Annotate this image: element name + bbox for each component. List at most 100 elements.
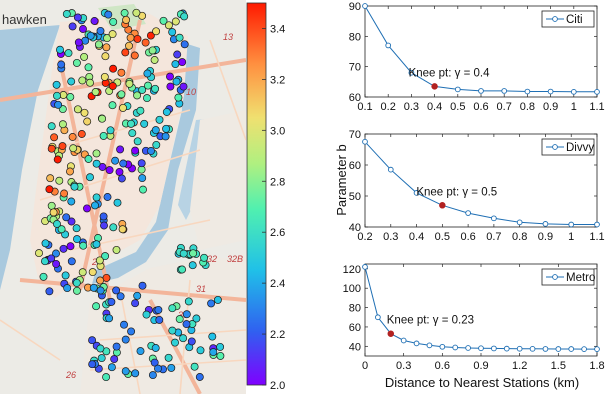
station-marker bbox=[47, 144, 56, 153]
station-marker bbox=[61, 271, 70, 280]
data-point bbox=[362, 264, 368, 270]
station-marker bbox=[67, 257, 76, 266]
station-marker bbox=[78, 76, 87, 85]
station-marker bbox=[168, 28, 177, 37]
y-tick-label: 120 bbox=[343, 264, 361, 276]
station-marker bbox=[120, 9, 129, 17]
knee-annotation: Knee pt: γ = 0.4 bbox=[409, 67, 490, 79]
station-marker bbox=[108, 82, 117, 91]
y-tick-label: 60 bbox=[349, 160, 361, 172]
station-marker bbox=[132, 8, 141, 17]
station-marker bbox=[138, 85, 147, 94]
station-marker bbox=[70, 182, 79, 191]
station-marker bbox=[189, 249, 198, 258]
data-point bbox=[542, 221, 549, 227]
shared-y-axis-label: Parameter b bbox=[334, 144, 349, 216]
colorbar: 3.4 3.2 3.0 2.8 2.6 2.4 2.2 2.0 bbox=[246, 2, 285, 392]
x-tick-label: 0.2 bbox=[381, 101, 396, 113]
station-marker bbox=[137, 159, 146, 168]
station-marker bbox=[133, 291, 142, 300]
x-tick-label: 0 bbox=[362, 360, 368, 372]
x-tick-label: 1.2 bbox=[512, 360, 527, 372]
data-point bbox=[426, 342, 433, 349]
station-marker bbox=[131, 299, 140, 308]
station-marker bbox=[39, 272, 48, 281]
x-tick-label: 0.9 bbox=[543, 101, 558, 113]
shared-x-axis-label: Distance to Nearest Stations (km) bbox=[385, 375, 579, 390]
data-point bbox=[491, 345, 497, 352]
station-marker bbox=[117, 174, 126, 183]
station-marker bbox=[125, 41, 133, 50]
station-marker bbox=[62, 213, 71, 222]
data-point bbox=[568, 346, 575, 352]
station-marker bbox=[59, 91, 68, 99]
legend-label: Metro bbox=[566, 272, 595, 284]
station-marker bbox=[179, 82, 188, 91]
station-marker bbox=[112, 286, 121, 295]
station-marker bbox=[131, 369, 140, 378]
legend-label: Divvy bbox=[566, 142, 594, 154]
legend-box bbox=[541, 10, 595, 28]
data-point bbox=[400, 337, 407, 344]
data-point bbox=[362, 3, 368, 9]
colorbar-tick-label: 3.4 bbox=[270, 23, 285, 35]
station-marker bbox=[141, 38, 150, 47]
station-marker bbox=[47, 254, 56, 263]
station-marker bbox=[80, 52, 89, 61]
station-marker bbox=[66, 167, 74, 176]
route-label: 10 bbox=[186, 87, 196, 97]
route-label: 13 bbox=[223, 32, 233, 42]
x-tick-label: 0.9 bbox=[538, 231, 553, 243]
station-marker bbox=[180, 12, 189, 21]
x-tick-label: 1 bbox=[571, 101, 577, 113]
legend-marker bbox=[552, 16, 558, 22]
knee-point bbox=[431, 83, 438, 90]
station-marker bbox=[133, 137, 142, 146]
station-marker bbox=[154, 305, 163, 314]
station-marker bbox=[53, 91, 61, 100]
y-tick-label: 60 bbox=[349, 92, 361, 104]
y-tick-label: 50 bbox=[349, 191, 361, 203]
queens bbox=[190, 110, 246, 250]
data-point bbox=[362, 138, 368, 145]
station-marker bbox=[113, 198, 122, 207]
colorbar-ticks: 3.4 3.2 3.0 2.8 2.6 2.4 2.2 2.0 bbox=[262, 23, 285, 392]
x-tick-label: 0.4 bbox=[409, 231, 424, 243]
data-point bbox=[465, 345, 471, 351]
station-marker bbox=[41, 239, 50, 248]
station-marker bbox=[179, 249, 188, 258]
knee-point-charts: 0.1 0.2 0.3 0.4 0.5 0.6 0.7 0.8 0.9 1 1.1 60 70 80 90 K… bbox=[343, 1, 605, 372]
station-marker bbox=[133, 91, 142, 100]
station-marker bbox=[200, 253, 209, 262]
x-tick-label: 0.3 bbox=[404, 101, 419, 113]
station-marker bbox=[117, 90, 126, 99]
station-marker bbox=[151, 126, 160, 135]
station-marker bbox=[171, 60, 180, 69]
station-marker bbox=[68, 22, 77, 31]
station-marker bbox=[144, 81, 152, 90]
station-marker bbox=[83, 117, 92, 126]
station-marker bbox=[171, 338, 179, 347]
x-tick-label: 0.7 bbox=[497, 101, 512, 113]
station-marker bbox=[80, 108, 89, 117]
station-marker bbox=[102, 373, 111, 382]
station-marker bbox=[138, 174, 147, 183]
station-marker bbox=[121, 335, 130, 344]
y-tick-label: 80 bbox=[349, 303, 361, 315]
station-marker bbox=[52, 80, 61, 89]
station-marker bbox=[120, 320, 128, 329]
colorbar-tick-label: 2.2 bbox=[270, 329, 285, 341]
station-marker bbox=[136, 106, 145, 115]
x-tick-label: 0.7 bbox=[486, 231, 501, 243]
station-marker bbox=[105, 314, 114, 323]
station-marker bbox=[98, 163, 107, 171]
station-marker bbox=[111, 156, 120, 165]
x-tick-label: 0.9 bbox=[473, 360, 488, 372]
route-label: 32B bbox=[227, 254, 243, 264]
station-marker bbox=[55, 176, 64, 185]
station-markers bbox=[35, 8, 225, 382]
station-marker bbox=[57, 225, 66, 234]
x-tick-label: 0.3 bbox=[383, 231, 398, 243]
station-marker bbox=[173, 50, 182, 59]
station-marker bbox=[94, 40, 103, 49]
